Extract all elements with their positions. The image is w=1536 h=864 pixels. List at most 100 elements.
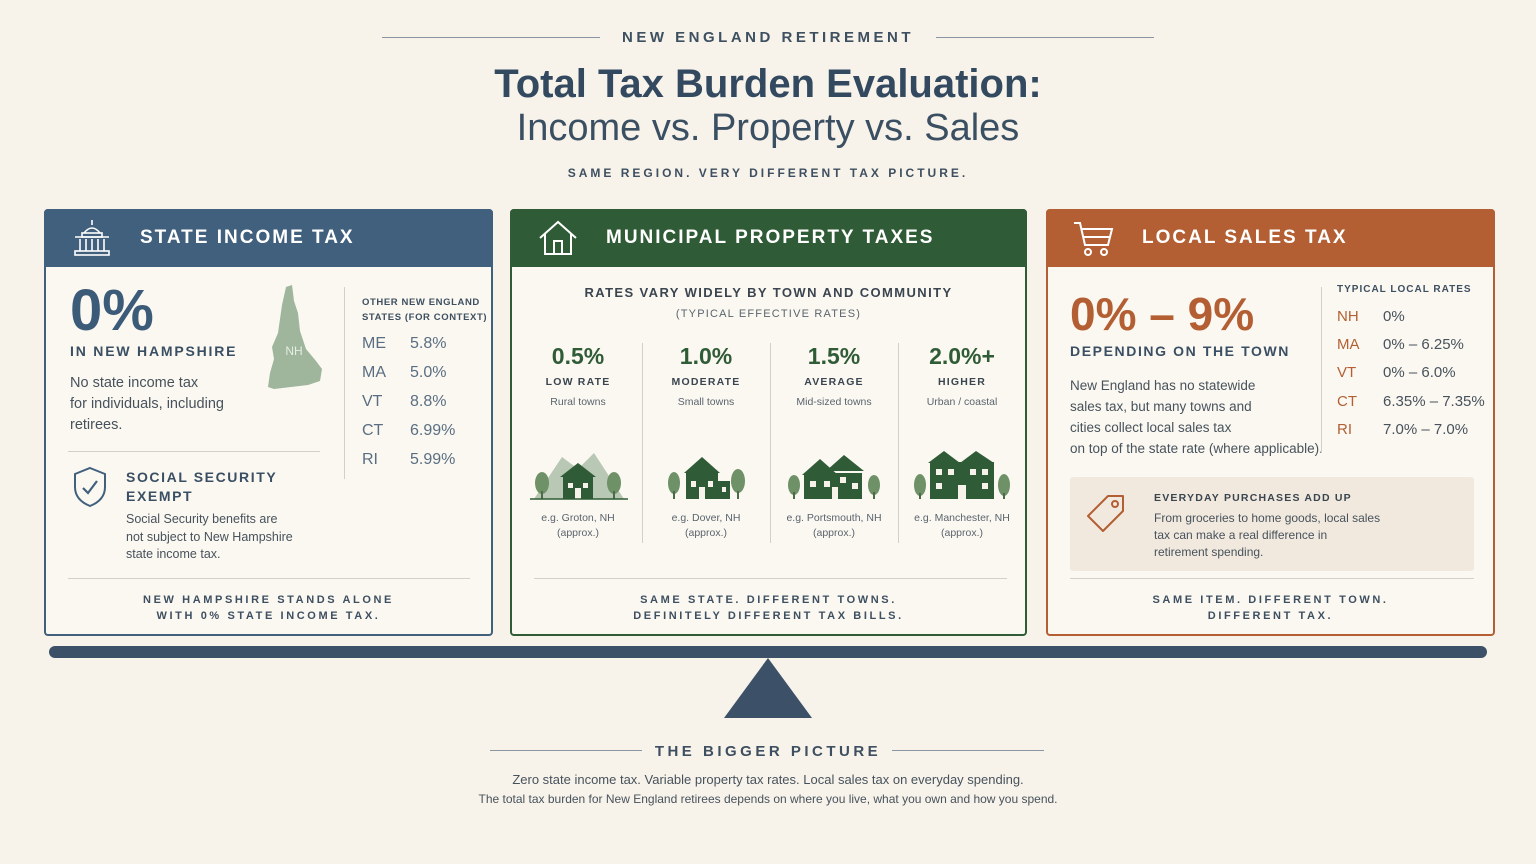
property-card-header: MUNICIPAL PROPERTY TAXES bbox=[510, 209, 1027, 267]
tier-divider bbox=[898, 343, 899, 543]
page-title-line2: Income vs. Property vs. Sales bbox=[516, 107, 1020, 149]
income-footer-line: WITH 0% STATE INCOME TAX. bbox=[156, 610, 381, 622]
fulcrum-triangle bbox=[724, 658, 812, 718]
callout-line: retirement spending. bbox=[1154, 545, 1264, 559]
callout-line: tax can make a real difference in bbox=[1154, 528, 1328, 542]
local-rate: 6.35% – 7.35% bbox=[1383, 393, 1485, 410]
sales-body-line: on top of the state rate (where applicab… bbox=[1070, 441, 1323, 456]
income-card-header: STATE INCOME TAX bbox=[44, 209, 493, 267]
small-town-house-icon bbox=[668, 457, 745, 499]
social-security-title: SOCIAL SECURITY EXEMPT bbox=[126, 468, 277, 506]
context-heading-line: STATES (FOR CONTEXT) bbox=[362, 312, 488, 323]
local-rate: 0% bbox=[1383, 308, 1405, 325]
urban-house-icon bbox=[914, 451, 1010, 499]
income-vertical-divider bbox=[344, 287, 345, 479]
tier-rate: 1.5% bbox=[807, 343, 861, 369]
bigger-rule-right bbox=[892, 750, 1044, 751]
eyebrow: NEW ENGLAND RETIREMENT bbox=[622, 29, 914, 46]
property-footer-line: SAME STATE. DIFFERENT TOWNS. bbox=[640, 594, 897, 606]
sales-footer: SAME ITEM. DIFFERENT TOWN. DIFFERENT TAX… bbox=[1048, 592, 1493, 624]
tier-desc: Mid-sized towns bbox=[796, 396, 872, 408]
callout-title: EVERYDAY PURCHASES ADD UP bbox=[1154, 492, 1352, 504]
eyebrow-rule-left bbox=[382, 37, 600, 38]
sales-footer-line: DIFFERENT TAX. bbox=[1207, 610, 1334, 622]
tier-example-line: (approx.) bbox=[940, 527, 983, 539]
bigger-rule-left bbox=[490, 750, 642, 751]
page-subtitle: SAME REGION. VERY DIFFERENT TAX PICTURE. bbox=[567, 166, 969, 180]
property-card-title: MUNICIPAL PROPERTY TAXES bbox=[606, 227, 935, 248]
sales-body: New England has no statewide sales tax, … bbox=[1070, 375, 1323, 459]
nh-income-label: IN NEW HAMPSHIRE bbox=[70, 343, 238, 359]
local-rate: 7.0% – 7.0% bbox=[1383, 421, 1469, 438]
tier-example: e.g. Portsmouth, NH (approx.) bbox=[770, 511, 898, 541]
tier-example-line: e.g. Portsmouth, NH bbox=[786, 512, 882, 524]
local-rate: 0% – 6.25% bbox=[1383, 336, 1464, 353]
state-rate: 8.8% bbox=[410, 393, 447, 410]
eyebrow-rule-right bbox=[936, 37, 1154, 38]
income-body-line: No state income tax bbox=[70, 375, 199, 391]
income-body-line: retirees. bbox=[70, 417, 123, 433]
tier-label: AVERAGE bbox=[804, 376, 864, 388]
property-tax-card: MUNICIPAL PROPERTY TAXES RATES VARY WIDE… bbox=[510, 209, 1027, 636]
state-abbr: VT bbox=[1337, 364, 1357, 381]
tier-example: e.g. Groton, NH (approx.) bbox=[514, 511, 642, 541]
nh-map-label: NH bbox=[285, 344, 302, 358]
house-icon bbox=[539, 220, 577, 255]
context-heading-line: OTHER NEW ENGLAND bbox=[362, 297, 480, 308]
ss-body-line: Social Security benefits are bbox=[126, 512, 278, 526]
context-heading: OTHER NEW ENGLAND STATES (FOR CONTEXT) bbox=[362, 295, 487, 325]
nh-map-icon: NH bbox=[268, 285, 322, 389]
sales-body-line: cities collect local sales tax bbox=[1070, 420, 1232, 435]
tier-desc: Rural towns bbox=[550, 396, 606, 408]
price-tag-icon bbox=[1087, 495, 1124, 532]
sales-body-line: New England has no statewide bbox=[1070, 378, 1256, 393]
income-footer-divider bbox=[68, 578, 470, 579]
rural-house-icon bbox=[530, 453, 628, 500]
sales-footer-line: SAME ITEM. DIFFERENT TOWN. bbox=[1152, 594, 1389, 606]
shield-check-icon bbox=[74, 466, 106, 508]
balance-beam bbox=[49, 646, 1487, 658]
shopping-cart-icon bbox=[1074, 222, 1114, 256]
callout-line: From groceries to home goods, local sale… bbox=[1154, 511, 1381, 525]
everyday-purchases-callout: EVERYDAY PURCHASES ADD UP From groceries… bbox=[1070, 477, 1474, 571]
sales-body-line: sales tax, but many towns and bbox=[1070, 399, 1252, 414]
sales-footer-divider bbox=[1070, 578, 1474, 579]
sales-vertical-divider bbox=[1321, 287, 1322, 453]
nh-income-rate: 0% bbox=[70, 278, 154, 343]
income-tax-card: STATE INCOME TAX 0% IN NEW HAMPSHIRE NH … bbox=[44, 209, 493, 636]
state-abbr: MA bbox=[1337, 336, 1360, 353]
tier-divider bbox=[770, 343, 771, 543]
typical-rates-heading: TYPICAL LOCAL RATES bbox=[1337, 284, 1472, 295]
bigger-picture-line: Zero state income tax. Variable property… bbox=[512, 772, 1024, 787]
income-footer: NEW HAMPSHIRE STANDS ALONE WITH 0% STATE… bbox=[46, 592, 491, 624]
property-heading: RATES VARY WIDELY BY TOWN AND COMMUNITY bbox=[584, 285, 953, 300]
income-body: No state income tax for individuals, inc… bbox=[70, 373, 224, 436]
state-rate: 5.0% bbox=[410, 364, 447, 381]
mid-town-house-icon bbox=[788, 455, 880, 499]
sales-tax-card: LOCAL SALES TAX 0% – 9% DEPENDING ON THE… bbox=[1046, 209, 1495, 636]
social-security-body: Social Security benefits are not subject… bbox=[126, 511, 293, 564]
tier-higher: 2.0%+ HIGHER Urban / coastal e.g. Manche… bbox=[898, 343, 1026, 539]
sales-rate-range: 0% – 9% bbox=[1070, 288, 1255, 340]
tier-label: HIGHER bbox=[937, 376, 987, 388]
page-title: Total Tax Burden Evaluation: bbox=[494, 62, 1042, 106]
state-abbr: CT bbox=[1337, 393, 1357, 410]
ss-body-line: not subject to New Hampshire bbox=[126, 529, 293, 544]
tier-label: MODERATE bbox=[671, 376, 741, 388]
property-footer: SAME STATE. DIFFERENT TOWNS. DEFINITELY … bbox=[512, 592, 1025, 624]
income-body-line: for individuals, including bbox=[70, 396, 224, 412]
capitol-building-icon bbox=[74, 220, 110, 256]
state-abbr: VT bbox=[362, 393, 383, 410]
property-footer-divider bbox=[534, 578, 1007, 579]
income-card-title: STATE INCOME TAX bbox=[140, 227, 355, 248]
state-abbr: RI bbox=[362, 451, 378, 468]
bigger-picture-line: The total tax burden for New England ret… bbox=[478, 792, 1058, 806]
property-subheading: (TYPICAL EFFECTIVE RATES) bbox=[675, 308, 862, 320]
ss-title-line: SOCIAL SECURITY bbox=[126, 469, 278, 485]
income-footer-line: NEW HAMPSHIRE STANDS ALONE bbox=[143, 594, 394, 606]
tier-example-line: e.g. Dover, NH bbox=[671, 512, 741, 524]
tier-divider bbox=[642, 343, 643, 543]
tier-rate: 0.5% bbox=[551, 343, 605, 369]
tier-rate: 1.0% bbox=[679, 343, 733, 369]
tier-rate: 2.0%+ bbox=[929, 343, 995, 369]
